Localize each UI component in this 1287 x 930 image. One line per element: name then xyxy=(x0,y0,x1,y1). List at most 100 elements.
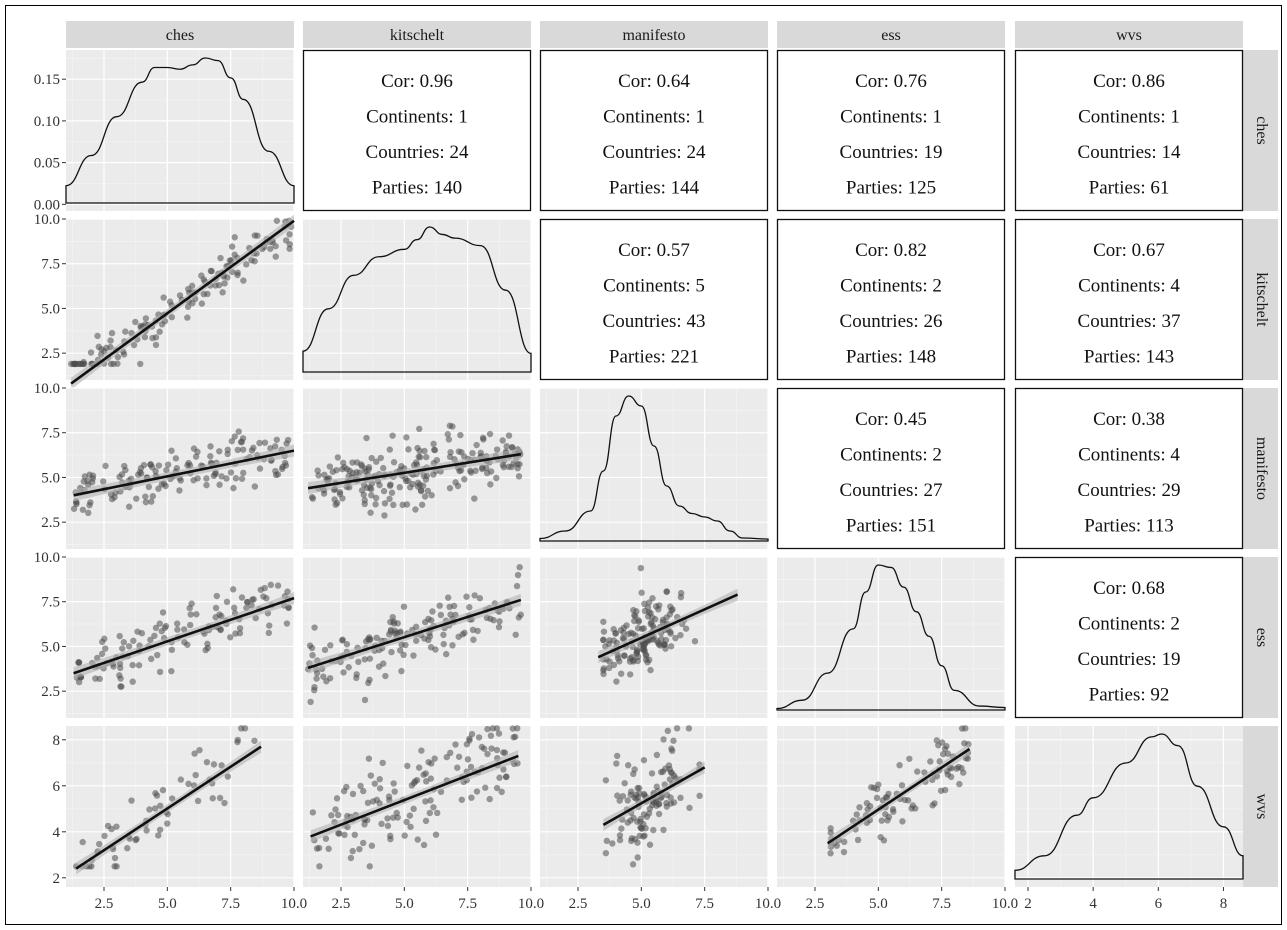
scatter-point xyxy=(356,469,363,476)
scatter-point xyxy=(499,437,506,444)
scatter-point xyxy=(682,625,690,632)
scatter-point xyxy=(639,645,647,652)
scatter-point xyxy=(152,790,159,797)
scatter-point xyxy=(217,626,224,634)
scatter-point xyxy=(389,432,396,439)
scatter-point xyxy=(266,622,273,629)
scatter-point xyxy=(349,790,357,798)
scatter-point xyxy=(613,760,620,767)
y-tick-label: 0.00 xyxy=(34,197,60,213)
scatter-point xyxy=(493,746,501,754)
scatter-point xyxy=(120,639,128,646)
scatter-point xyxy=(207,267,215,275)
fit-line xyxy=(310,754,519,838)
scatter-point xyxy=(184,314,191,321)
scatter-point xyxy=(927,758,934,765)
scatter-point xyxy=(394,814,401,821)
scatter-point xyxy=(70,360,77,368)
scatter-point xyxy=(515,473,523,480)
scatter-point xyxy=(437,611,445,619)
scatter-point xyxy=(415,764,423,771)
scatter-point xyxy=(228,437,236,445)
scatter-point xyxy=(196,746,203,754)
scatter-point xyxy=(284,588,291,595)
scatter-point xyxy=(355,658,362,666)
scatter-point xyxy=(666,611,674,618)
cor-text-cor: Cor: 0.82 xyxy=(855,240,927,261)
scatter-point xyxy=(489,725,496,732)
scatter-panel-ess-kitschelt xyxy=(303,556,532,718)
scatter-point xyxy=(101,347,108,355)
scatter-point xyxy=(216,281,223,289)
scatter-point xyxy=(70,505,78,512)
scatter-point xyxy=(401,832,408,839)
scatter-point xyxy=(635,617,642,624)
scatter-point xyxy=(443,753,450,761)
scatter-point xyxy=(367,772,375,779)
scatter-point xyxy=(320,490,328,497)
y-tick-label: 4 xyxy=(53,825,61,841)
scatter-point xyxy=(468,794,475,801)
scatter-point xyxy=(218,473,225,480)
scatter-point xyxy=(929,802,936,809)
scatter-point xyxy=(493,446,501,453)
density-curve-ches xyxy=(65,57,295,204)
density-curve-wvs xyxy=(1014,733,1244,880)
scatter-point xyxy=(186,621,194,629)
cor-text-countries: Countries: 29 xyxy=(1078,480,1181,501)
scatter-point xyxy=(377,454,385,462)
cor-text-parties: Parties: 140 xyxy=(372,178,462,199)
density-curve-ess xyxy=(776,564,1006,711)
scatter-point xyxy=(454,482,462,490)
row-strip-label-wvs: wvs xyxy=(1253,794,1270,820)
scatter-point xyxy=(384,815,391,822)
scatter-point xyxy=(481,745,488,752)
scatter-point xyxy=(101,635,108,642)
scatter-point xyxy=(360,839,367,847)
scatter-point xyxy=(125,643,133,650)
cor-panel-manifesto-ess: Cor: 0.45 Continents: 2 Countries: 27 Parti… xyxy=(776,387,1006,550)
scatter-point xyxy=(396,484,403,491)
scatter-point xyxy=(184,303,192,310)
scatter-point xyxy=(322,835,330,842)
scatter-point xyxy=(407,484,414,491)
y-tick-label: 5.0 xyxy=(41,639,60,655)
fit-line xyxy=(602,766,706,827)
scatter-point xyxy=(447,611,454,618)
scatter-point xyxy=(243,261,250,268)
scatter-point xyxy=(428,760,435,767)
scatter-point xyxy=(431,755,438,762)
x-tick-label: 2.5 xyxy=(332,896,351,912)
scatter-point xyxy=(514,571,522,579)
scatter-point xyxy=(827,850,834,857)
scatter-point xyxy=(380,464,387,472)
scatter-point xyxy=(368,492,375,499)
scatter-point xyxy=(381,500,389,507)
scatter-point xyxy=(98,650,106,658)
scatter-point xyxy=(111,854,119,862)
scatter-point xyxy=(309,809,317,816)
scatter-point xyxy=(619,792,627,800)
scatter-point xyxy=(180,626,188,633)
col-strip-manifesto xyxy=(540,21,768,48)
scatter-point xyxy=(156,668,164,676)
scatter-point xyxy=(231,251,238,258)
scatter-point xyxy=(219,289,226,296)
scatter-point xyxy=(228,243,236,250)
scatter-point xyxy=(149,493,157,500)
cor-text-parties: Parties: 92 xyxy=(1089,685,1170,706)
scatter-point xyxy=(133,835,140,843)
scatter-point xyxy=(174,626,181,633)
scatter-point xyxy=(493,474,500,482)
scatter-point xyxy=(326,675,334,682)
x-tick-label: 10.0 xyxy=(992,896,1018,912)
scatter-point xyxy=(271,443,279,450)
scatter-point xyxy=(357,782,364,790)
x-tick-label: 6 xyxy=(1155,896,1163,912)
scatter-point xyxy=(509,444,516,452)
scatter-point xyxy=(186,462,194,469)
scatter-point xyxy=(410,652,417,659)
scatter-point xyxy=(223,598,231,606)
scatter-point xyxy=(125,503,133,510)
scatter-point xyxy=(141,333,149,341)
